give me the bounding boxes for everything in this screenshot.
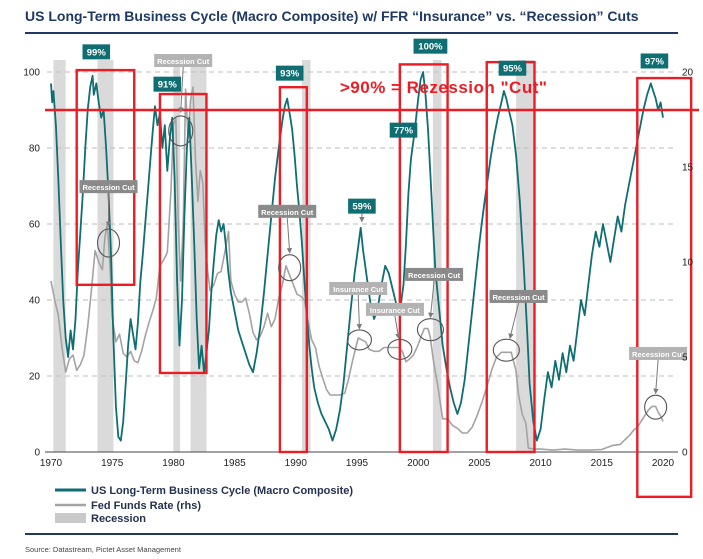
highlight-box xyxy=(636,76,693,499)
page-title: US Long-Term Business Cycle (Macro Compo… xyxy=(25,8,639,24)
x-axis-tick: 2005 xyxy=(468,458,491,469)
right-axis-tick: 5 xyxy=(682,353,688,364)
x-axis-tick: 2015 xyxy=(591,458,614,469)
right-axis-tick: 20 xyxy=(682,68,694,79)
source-bar: Source: Datastream, Pictet Asset Managem… xyxy=(25,533,678,557)
cut-label-box xyxy=(489,289,548,303)
peak-label: 100% xyxy=(418,42,443,53)
left-axis-tick: 80 xyxy=(29,144,41,155)
x-axis-tick: 2000 xyxy=(407,458,430,469)
legend-recession-swatch xyxy=(55,513,86,523)
recession-band xyxy=(432,60,442,452)
highlight-box xyxy=(75,68,136,286)
x-axis-tick: 1990 xyxy=(285,458,308,469)
cut-arrow xyxy=(508,302,520,340)
cut-arrow xyxy=(428,280,435,319)
legend: US Long-Term Business Cycle (Macro Compo… xyxy=(55,485,353,525)
x-axis-tick: 1970 xyxy=(40,458,63,469)
cut-arrow xyxy=(356,294,363,330)
left-axis-tick: 100 xyxy=(23,68,40,79)
legend-recession-label: Recession xyxy=(91,513,146,525)
cut-arrow xyxy=(394,315,401,340)
legend-macro-label: US Long-Term Business Cycle (Macro Compo… xyxy=(91,485,353,497)
legend-ffr-label: Fed Funds Rate (rhs) xyxy=(91,500,201,512)
cut-label: Recession Cut xyxy=(493,293,546,302)
cut-arrow xyxy=(653,359,659,395)
right-axis-tick: 0 xyxy=(682,448,688,459)
peak-label-box xyxy=(348,198,376,214)
cut-circle xyxy=(416,318,444,342)
left-axis-tick: 20 xyxy=(29,372,41,383)
title-bar: US Long-Term Business Cycle (Macro Compo… xyxy=(25,0,678,34)
x-axis-tick: 1995 xyxy=(346,458,369,469)
right-axis-tick: 10 xyxy=(682,258,694,269)
cut-label-box xyxy=(258,204,317,218)
x-axis-tick: 2010 xyxy=(529,458,552,469)
cut-circle xyxy=(168,115,194,147)
peak-label: 77% xyxy=(394,126,414,137)
cut-label: Insurance Cut xyxy=(333,285,384,294)
x-axis-tick: 1980 xyxy=(162,458,185,469)
peak-label-box xyxy=(413,38,448,54)
cut-label-box xyxy=(154,53,213,67)
cut-label: Insurance Cut xyxy=(370,306,421,315)
cut-label-box xyxy=(405,267,464,281)
peak-label-box xyxy=(640,53,669,69)
cut-circle xyxy=(492,338,520,362)
cut-circle xyxy=(278,254,302,282)
peak-label: 93% xyxy=(280,69,300,80)
x-axis-tick: 2020 xyxy=(652,458,675,469)
cut-label: Recession Cut xyxy=(408,271,461,280)
cut-label: Recession Cut xyxy=(82,183,135,192)
peak-label: 91% xyxy=(158,80,178,91)
source-text: Source: Datastream, Pictet Asset Managem… xyxy=(25,545,181,554)
recession-band xyxy=(190,60,207,452)
peak-label: 99% xyxy=(87,47,107,58)
cut-arrow xyxy=(178,66,184,113)
peak-label-box xyxy=(389,122,418,138)
cut-arrow xyxy=(286,217,293,254)
peak-label-box xyxy=(153,76,182,92)
x-axis-tick: 1985 xyxy=(223,458,246,469)
peak-label: 97% xyxy=(645,56,665,67)
cut-circle xyxy=(387,338,413,360)
cut-label: Recession Cut xyxy=(632,350,685,359)
right-axis-tick: 15 xyxy=(682,163,694,174)
fed-funds-rate-line xyxy=(50,86,664,451)
cut-circle xyxy=(96,228,121,258)
peak-label-box xyxy=(82,44,111,60)
peak-label: 59% xyxy=(352,202,372,213)
cut-label: Recession Cut xyxy=(261,208,314,217)
recession-band xyxy=(516,60,535,452)
cut-label: Recession Cut xyxy=(157,57,210,66)
left-axis-tick: 60 xyxy=(29,220,41,231)
x-axis-tick: 1975 xyxy=(101,458,124,469)
left-axis-tick: 0 xyxy=(34,448,40,459)
highlight-box xyxy=(158,92,208,375)
threshold-annotation: >90% = Rezession "Cut" xyxy=(340,78,548,97)
cut-label-box xyxy=(629,346,688,360)
highlight-box xyxy=(278,85,309,454)
business-cycle-chart: US Long-Term Business Cycle (Macro Compo… xyxy=(23,38,699,525)
cut-label-box xyxy=(365,302,424,316)
peak-label-box xyxy=(498,60,527,76)
left-axis-tick: 40 xyxy=(29,296,41,307)
cut-label-box xyxy=(79,180,138,194)
peak-label: 95% xyxy=(503,64,523,75)
cut-circle xyxy=(346,329,372,351)
highlight-box xyxy=(398,63,449,454)
cut-circle xyxy=(644,394,668,420)
peak-label-box xyxy=(275,65,304,81)
macro-composite-line xyxy=(50,71,664,442)
cut-label-box xyxy=(329,281,388,295)
